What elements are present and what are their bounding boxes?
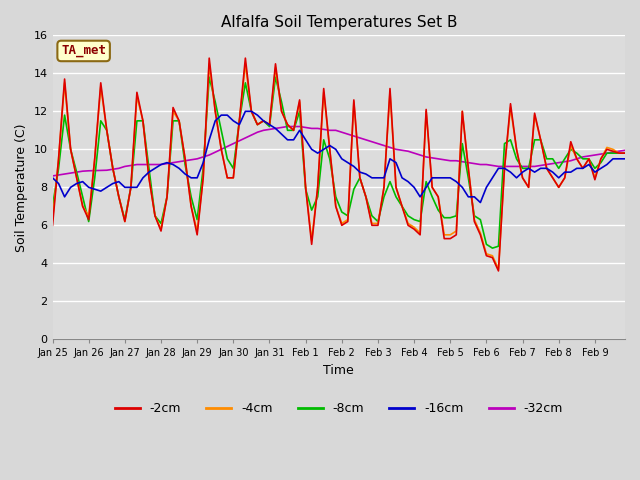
Legend: -2cm, -4cm, -8cm, -16cm, -32cm: -2cm, -4cm, -8cm, -16cm, -32cm [109, 397, 568, 420]
Y-axis label: Soil Temperature (C): Soil Temperature (C) [15, 123, 28, 252]
Title: Alfalfa Soil Temperatures Set B: Alfalfa Soil Temperatures Set B [221, 15, 457, 30]
Text: TA_met: TA_met [61, 45, 106, 58]
X-axis label: Time: Time [323, 364, 354, 377]
